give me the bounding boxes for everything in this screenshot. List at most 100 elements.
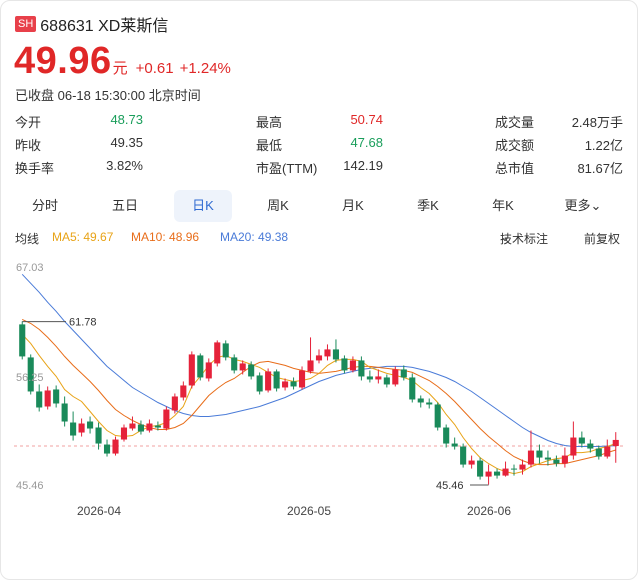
candle-body <box>443 427 450 444</box>
stat-value: 81.67亿 <box>577 161 623 176</box>
x-date-label: 2026-04 <box>77 504 121 518</box>
candle-body <box>595 448 602 457</box>
stat-value: 49.35 <box>110 135 143 150</box>
tab-period[interactable]: 周K <box>267 198 289 213</box>
candle-body <box>19 324 26 357</box>
candle-body <box>570 437 577 456</box>
stat-label: 最高 <box>256 115 283 130</box>
candle-body <box>70 422 77 436</box>
candle-body <box>366 376 373 380</box>
candle-body <box>460 446 467 465</box>
price-unit: 元 <box>112 60 128 77</box>
candle-body <box>494 471 501 476</box>
candle-body <box>324 349 331 357</box>
candle-body <box>417 398 424 403</box>
candle-body <box>383 377 390 385</box>
candle-body <box>120 427 128 440</box>
candle-body <box>578 437 585 444</box>
tab-period[interactable]: 更多⌄ <box>564 198 602 213</box>
candle-body <box>146 423 153 431</box>
candle-body <box>477 460 484 477</box>
stat-label: 成交额 <box>495 138 535 153</box>
candle-body <box>510 468 518 470</box>
candle-body <box>188 354 195 386</box>
candle-body <box>451 443 458 447</box>
candle-body <box>282 381 289 388</box>
candle-body <box>137 424 144 432</box>
tab-period[interactable]: 月K <box>342 198 364 213</box>
price-change: +0.61 <box>135 60 174 77</box>
ma5-value: MA5: 49.67 <box>52 230 114 244</box>
tab-period[interactable]: 季K <box>417 198 439 213</box>
tab-period[interactable]: 分时 <box>31 198 58 213</box>
tech-annotation-label: 技术标注 <box>500 232 549 246</box>
candle-body <box>103 444 111 454</box>
candle-body <box>112 439 119 454</box>
price-row: 49.96 元 +0.61 +1.24% <box>14 40 237 83</box>
kline-chart[interactable]: 67.03 56.25 45.46 61.78 45.46 2026-04 2026-05 2… <box>14 255 626 525</box>
candle-body <box>544 457 551 460</box>
y-min-label: 45.46 <box>16 480 44 492</box>
candle-body <box>53 389 60 404</box>
candle-body <box>239 363 246 371</box>
stat-label: 今开 <box>15 115 42 130</box>
candle-body <box>604 446 611 457</box>
market-status: 已收盘 06-18 15:30:00 北京时间 <box>15 88 201 103</box>
tab-period[interactable]: 日K <box>174 190 232 222</box>
candle-body <box>248 364 255 377</box>
tech-annotation-icon: ⌄ <box>500 230 511 244</box>
stat-value: 1.22亿 <box>584 138 623 153</box>
candle-body <box>87 421 94 429</box>
stat-label: 成交量 <box>495 115 535 130</box>
candle-body <box>265 371 272 391</box>
candle-body <box>332 349 340 360</box>
stat-value: 142.19 <box>343 158 383 173</box>
candle-body <box>612 439 619 447</box>
candle-body <box>426 402 433 405</box>
stat-value: 48.73 <box>110 112 143 127</box>
y-mid-label: 56.25 <box>16 372 44 384</box>
candle-body <box>536 450 543 458</box>
high-marker-label: 61.78 <box>69 317 97 329</box>
ma20-value: MA20: 49.38 <box>220 230 289 244</box>
candle-body <box>95 427 102 444</box>
x-date-label: 2026-06 <box>467 504 511 518</box>
candle-body <box>519 464 526 470</box>
candle-body <box>256 375 263 392</box>
candle-body <box>392 369 399 385</box>
candle-body <box>349 360 356 371</box>
candle-body <box>273 371 280 389</box>
candle-body <box>315 355 323 361</box>
candle-body <box>468 460 475 465</box>
candle-body <box>485 471 492 477</box>
ma20-line <box>21 273 616 447</box>
candle-body <box>290 381 297 387</box>
stat-value: 50.74 <box>350 112 383 127</box>
stat-value: 3.82% <box>106 158 143 173</box>
candle-body <box>409 377 416 400</box>
stat-label: 最低 <box>256 138 283 153</box>
stock-name: 688631 XD莱斯信 <box>40 18 169 35</box>
current-price: 49.96 <box>14 40 112 82</box>
candle-body <box>231 357 238 371</box>
tab-period[interactable]: 五日 <box>111 198 138 213</box>
stat-label: 总市值 <box>495 161 535 176</box>
adjust-button[interactable]: 前复权 <box>584 232 621 246</box>
low-marker-label: 45.46 <box>436 480 464 492</box>
candle-body <box>434 404 441 428</box>
ma10-line <box>21 318 616 466</box>
ma-title: 均线 <box>15 232 40 246</box>
tab-period[interactable]: 年K <box>492 198 514 213</box>
candle-body <box>180 385 187 398</box>
candle-body <box>502 468 509 476</box>
candle-body <box>214 342 221 364</box>
candle-body <box>27 357 34 392</box>
candle-body <box>358 360 365 377</box>
candle-body <box>154 425 161 428</box>
candle-body <box>553 459 560 464</box>
candle-body <box>61 403 68 422</box>
candle-body <box>197 355 204 378</box>
candle-body <box>36 391 43 408</box>
x-date-label: 2026-05 <box>287 504 331 518</box>
stock-header: SH 688631 XD莱斯信 <box>15 12 168 36</box>
